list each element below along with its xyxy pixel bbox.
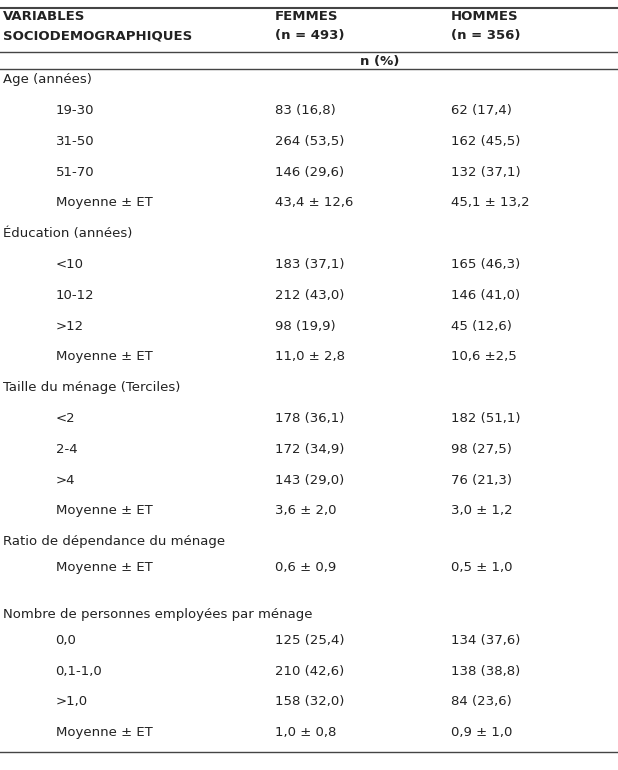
Text: Moyenne ± ET: Moyenne ± ET bbox=[56, 561, 153, 574]
Text: 0,0: 0,0 bbox=[56, 634, 77, 647]
Text: 134 (37,6): 134 (37,6) bbox=[451, 634, 520, 647]
Text: (n = 356): (n = 356) bbox=[451, 29, 520, 42]
Text: 143 (29,0): 143 (29,0) bbox=[275, 474, 344, 487]
Text: 172 (34,9): 172 (34,9) bbox=[275, 443, 344, 456]
Text: Nombre de personnes employées par ménage: Nombre de personnes employées par ménage bbox=[3, 608, 313, 621]
Text: VARIABLES: VARIABLES bbox=[3, 10, 85, 23]
Text: (n = 493): (n = 493) bbox=[275, 29, 344, 42]
Text: 83 (16,8): 83 (16,8) bbox=[275, 104, 336, 117]
Text: HOMMES: HOMMES bbox=[451, 10, 519, 23]
Text: 146 (41,0): 146 (41,0) bbox=[451, 289, 520, 302]
Text: 0,1-1,0: 0,1-1,0 bbox=[56, 665, 103, 678]
Text: 158 (32,0): 158 (32,0) bbox=[275, 695, 344, 708]
Text: 146 (29,6): 146 (29,6) bbox=[275, 166, 344, 179]
Text: SOCIODEMOGRAPHIQUES: SOCIODEMOGRAPHIQUES bbox=[3, 29, 192, 42]
Text: 11,0 ± 2,8: 11,0 ± 2,8 bbox=[275, 350, 345, 363]
Text: 125 (25,4): 125 (25,4) bbox=[275, 634, 344, 647]
Text: 98 (19,9): 98 (19,9) bbox=[275, 320, 336, 333]
Text: 0,9 ± 1,0: 0,9 ± 1,0 bbox=[451, 726, 512, 739]
Text: <10: <10 bbox=[56, 258, 83, 271]
Text: FEMMES: FEMMES bbox=[275, 10, 339, 23]
Text: 19-30: 19-30 bbox=[56, 104, 94, 117]
Text: 183 (37,1): 183 (37,1) bbox=[275, 258, 344, 271]
Text: Moyenne ± ET: Moyenne ± ET bbox=[56, 196, 153, 209]
Text: 98 (27,5): 98 (27,5) bbox=[451, 443, 512, 456]
Text: >12: >12 bbox=[56, 320, 84, 333]
Text: 45 (12,6): 45 (12,6) bbox=[451, 320, 512, 333]
Text: 45,1 ± 13,2: 45,1 ± 13,2 bbox=[451, 196, 530, 209]
Text: 132 (37,1): 132 (37,1) bbox=[451, 166, 521, 179]
Text: 162 (45,5): 162 (45,5) bbox=[451, 135, 520, 148]
Text: Taille du ménage (Terciles): Taille du ménage (Terciles) bbox=[3, 381, 180, 394]
Text: 76 (21,3): 76 (21,3) bbox=[451, 474, 512, 487]
Text: Age (années): Age (années) bbox=[3, 73, 92, 86]
Text: 210 (42,6): 210 (42,6) bbox=[275, 665, 344, 678]
Text: 43,4 ± 12,6: 43,4 ± 12,6 bbox=[275, 196, 353, 209]
Text: Ratio de dépendance du ménage: Ratio de dépendance du ménage bbox=[3, 535, 225, 548]
Text: 51-70: 51-70 bbox=[56, 166, 95, 179]
Text: 3,0 ± 1,2: 3,0 ± 1,2 bbox=[451, 504, 513, 517]
Text: n (%): n (%) bbox=[360, 55, 400, 69]
Text: 1,0 ± 0,8: 1,0 ± 0,8 bbox=[275, 726, 336, 739]
Text: Moyenne ± ET: Moyenne ± ET bbox=[56, 504, 153, 517]
Text: 0,6 ± 0,9: 0,6 ± 0,9 bbox=[275, 561, 336, 574]
Text: 10-12: 10-12 bbox=[56, 289, 95, 302]
Text: 138 (38,8): 138 (38,8) bbox=[451, 665, 520, 678]
Text: 31-50: 31-50 bbox=[56, 135, 95, 148]
Text: 10,6 ±2,5: 10,6 ±2,5 bbox=[451, 350, 517, 363]
Text: >4: >4 bbox=[56, 474, 75, 487]
Text: 3,6 ± 2,0: 3,6 ± 2,0 bbox=[275, 504, 337, 517]
Text: >1,0: >1,0 bbox=[56, 695, 88, 708]
Text: 212 (43,0): 212 (43,0) bbox=[275, 289, 344, 302]
Text: 2-4: 2-4 bbox=[56, 443, 77, 456]
Text: 0,5 ± 1,0: 0,5 ± 1,0 bbox=[451, 561, 513, 574]
Text: 264 (53,5): 264 (53,5) bbox=[275, 135, 344, 148]
Text: Moyenne ± ET: Moyenne ± ET bbox=[56, 350, 153, 363]
Text: <2: <2 bbox=[56, 412, 75, 425]
Text: Éducation (années): Éducation (années) bbox=[3, 227, 132, 240]
Text: 62 (17,4): 62 (17,4) bbox=[451, 104, 512, 117]
Text: 84 (23,6): 84 (23,6) bbox=[451, 695, 512, 708]
Text: Moyenne ± ET: Moyenne ± ET bbox=[56, 726, 153, 739]
Text: 165 (46,3): 165 (46,3) bbox=[451, 258, 520, 271]
Text: 182 (51,1): 182 (51,1) bbox=[451, 412, 520, 425]
Text: 178 (36,1): 178 (36,1) bbox=[275, 412, 344, 425]
